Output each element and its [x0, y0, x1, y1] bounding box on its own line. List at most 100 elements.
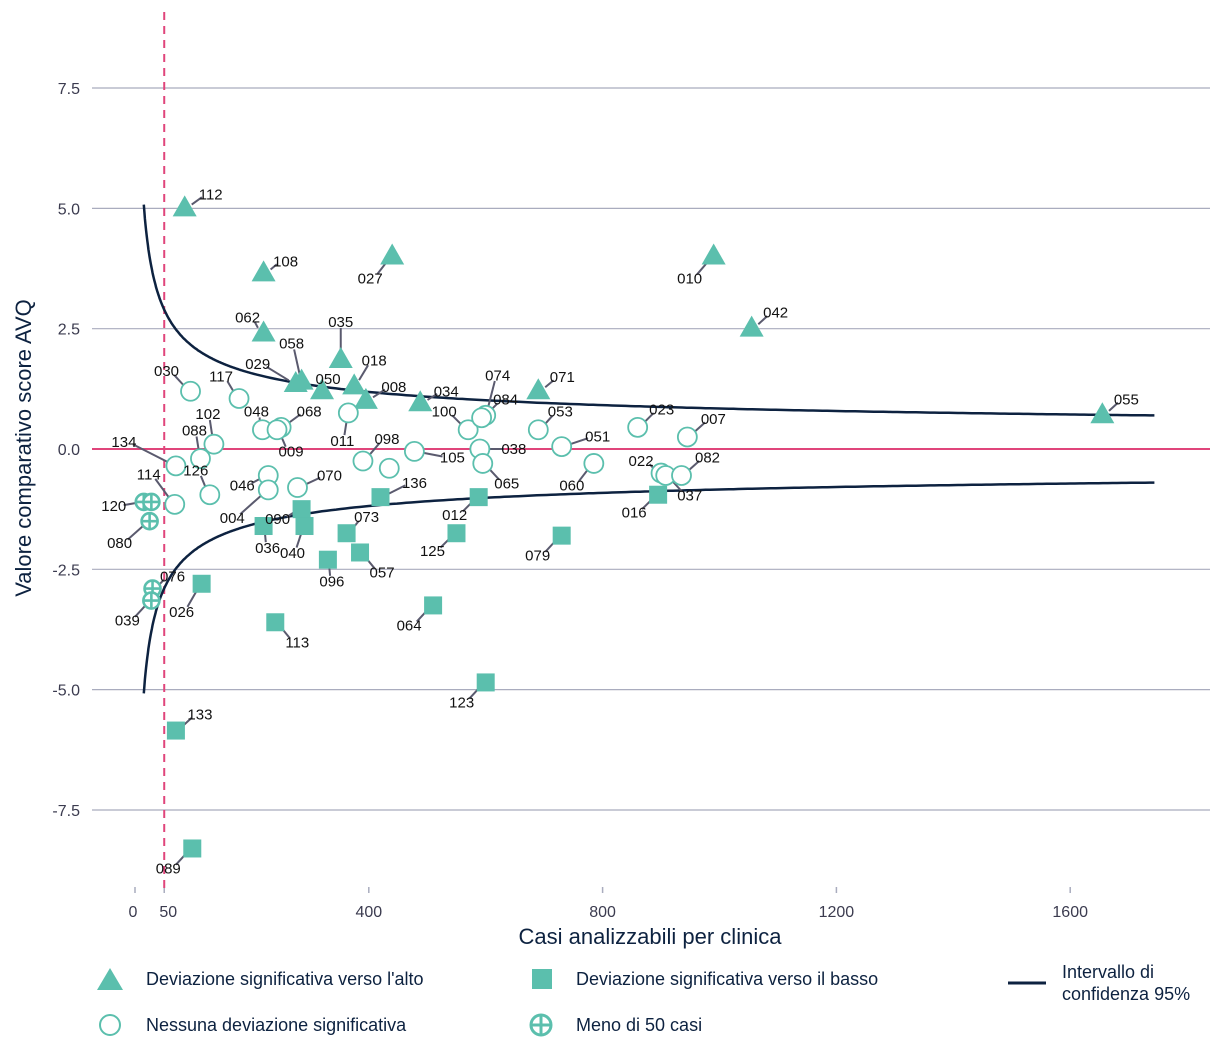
- leader-line: [132, 443, 170, 464]
- point-label: 029: [245, 356, 270, 373]
- x-tick-label: 1200: [819, 904, 855, 921]
- marker-circle-plus: [142, 591, 161, 610]
- marker-circle: [337, 402, 359, 424]
- point-label: 080: [107, 535, 132, 552]
- leader-line: [372, 388, 386, 399]
- leader-line: [488, 467, 500, 481]
- leader-line: [208, 419, 214, 437]
- point-label: 046: [230, 477, 255, 494]
- point-label: 079: [525, 548, 550, 565]
- marker-square: [552, 526, 571, 545]
- marker-circle: [228, 388, 250, 409]
- point-labels: 112 108 027 010 042 062 035 058 029 050 018 008 034 0…: [101, 186, 1139, 877]
- marker-square: [424, 596, 443, 615]
- marker-square: [649, 485, 668, 504]
- marker-triangle: [251, 320, 276, 342]
- y-axis-ticks: 7.5 5.0 2.5 0.0 -2.5 -5.0 -7.5: [52, 81, 80, 820]
- leader-line: [127, 525, 144, 541]
- y-tick-label: -2.5: [52, 562, 80, 579]
- y-tick-label: 2.5: [58, 322, 80, 339]
- leader-line: [304, 476, 321, 486]
- point-label: 060: [559, 477, 584, 494]
- circle-plus-icon: [529, 1013, 553, 1037]
- marker-triangle: [172, 195, 197, 217]
- leader-line: [569, 437, 589, 446]
- point-label: 050: [316, 371, 341, 388]
- marker-square: [292, 500, 311, 519]
- point-label: 055: [1114, 391, 1139, 408]
- leader-line: [191, 196, 203, 206]
- marker-square: [254, 517, 273, 536]
- marker-circle: [457, 419, 479, 441]
- legend-label-ci-1: Intervallo di: [1062, 962, 1155, 982]
- point-label: 088: [182, 423, 207, 440]
- marker-square: [469, 488, 488, 507]
- marker-triangle: [408, 390, 433, 412]
- point-label: 008: [381, 379, 406, 396]
- y-tick-label: -7.5: [52, 803, 80, 820]
- leader-line: [123, 502, 137, 507]
- marker-triangle: [526, 378, 551, 400]
- marker-triangle: [739, 315, 764, 337]
- scatter-chart: 7.55.02.50.0-2.5-5.0-7.5 0 50 400 800 1200 16…: [11, 12, 1210, 949]
- point-label: 082: [695, 449, 720, 466]
- marker-triangle: [310, 378, 335, 400]
- marker-circle: [676, 426, 698, 448]
- legend-item-none: Nessuna deviazione significativa: [96, 1013, 406, 1037]
- x-tick-label: 1600: [1052, 904, 1088, 921]
- leader-line: [387, 484, 406, 495]
- marker-circle: [527, 419, 549, 441]
- leader-line: [134, 605, 146, 618]
- marker-triangle: [1090, 402, 1115, 424]
- point-label: 068: [297, 403, 322, 420]
- leader-line: [426, 392, 438, 401]
- marker-circle: [190, 448, 211, 470]
- y-tick-label: -5.0: [52, 683, 80, 700]
- marker-circle: [671, 465, 692, 486]
- leader-line: [154, 478, 171, 499]
- point-label: 064: [397, 617, 422, 634]
- circle-icon: [99, 1014, 121, 1036]
- leader-line: [693, 421, 706, 434]
- legend-item-ci: Intervallo di confidenza 95%: [1008, 961, 1190, 1005]
- point-label: 057: [370, 564, 395, 581]
- point-label: 039: [115, 613, 140, 630]
- marker-square: [337, 524, 356, 543]
- point-label: 022: [629, 453, 654, 470]
- marker-circle: [403, 441, 425, 462]
- point-label: 026: [169, 604, 194, 621]
- point-label: 062: [235, 309, 260, 326]
- point-label: 113: [285, 634, 309, 651]
- reference-lines: [92, 12, 1210, 893]
- leader-line: [269, 263, 278, 271]
- point-label: 065: [494, 475, 519, 492]
- x-tick-label: 50: [159, 904, 177, 921]
- point-label: 058: [279, 336, 304, 353]
- legend-label-none: Nessuna deviazione significativa: [146, 1014, 407, 1035]
- leader-line: [186, 589, 198, 608]
- marker-circle: [378, 457, 400, 479]
- marker-circle: [583, 453, 605, 474]
- marker-circle: [352, 450, 374, 472]
- marker-circle: [199, 484, 221, 506]
- marker-triangle: [380, 243, 405, 265]
- legend-label-down: Deviazione significativa verso il basso: [576, 968, 879, 989]
- y-tick-label: 7.5: [58, 81, 80, 98]
- label-leaders: [123, 196, 1119, 866]
- leader-line: [173, 374, 186, 387]
- point-label: 133: [187, 707, 212, 724]
- x-axis-title: Casi analizzabili per clinica: [519, 924, 783, 949]
- leader-line: [422, 451, 443, 458]
- leader-line: [578, 468, 589, 482]
- point-label: 074: [485, 367, 510, 384]
- marker-square: [295, 517, 314, 536]
- marker-triangle: [342, 373, 367, 395]
- point-label: 037: [677, 487, 702, 504]
- marker-triangle: [251, 260, 276, 282]
- point-label: 027: [358, 270, 383, 287]
- marker-circle: [627, 416, 649, 438]
- marker-circle: [203, 433, 225, 455]
- leader-line: [757, 315, 769, 325]
- point-label: 102: [195, 406, 220, 423]
- point-label: 120: [101, 498, 126, 515]
